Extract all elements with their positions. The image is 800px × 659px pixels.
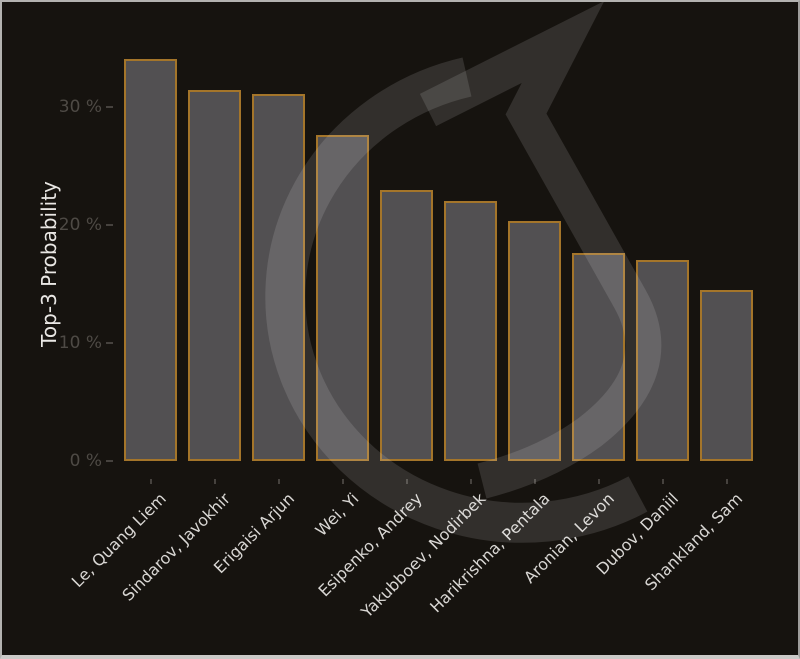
bar-le-quang-liem: [124, 58, 177, 461]
bar-wei-yi: [316, 135, 369, 461]
y-tick-mark: [106, 106, 113, 108]
bar-harikrishna-pentala: [508, 221, 561, 461]
y-tick-mark: [106, 224, 113, 226]
x-tick-label: Harikrishna, Pentala: [426, 489, 554, 617]
bar-erigaisi-arjun: [252, 94, 305, 461]
y-tick-mark: [106, 342, 113, 344]
x-tick-mark: [597, 479, 600, 484]
bar-yakubboev-nodirbek: [444, 201, 497, 461]
x-tick-mark: [533, 479, 536, 484]
y-tick-label: 10 %: [58, 333, 102, 353]
x-tick-mark: [213, 479, 216, 484]
bar-aronian-levon: [572, 253, 625, 461]
y-tick-mark: [106, 460, 113, 462]
y-axis-title: Top-3 Probability: [37, 181, 61, 347]
y-tick-label: 20 %: [58, 215, 102, 235]
x-tick-mark: [277, 479, 280, 484]
x-tick-label: Sindarov, Javokhir: [118, 489, 234, 605]
bar-dubov-daniil: [636, 260, 689, 461]
bar-shankland-sam: [700, 289, 753, 461]
y-tick-label: 30 %: [58, 97, 102, 117]
bar-esipenko-andrey: [380, 189, 433, 461]
x-tick-mark: [149, 479, 152, 484]
bar-sindarov-javokhir: [188, 90, 241, 461]
x-tick-mark: [341, 479, 344, 484]
x-tick-mark: [661, 479, 664, 484]
x-tick-mark: [725, 479, 728, 484]
x-tick-label: Yakubboev, Nodirbek: [357, 489, 490, 622]
y-tick-label: 0 %: [69, 451, 102, 471]
x-tick-mark: [405, 479, 408, 484]
x-tick-mark: [469, 479, 472, 484]
x-tick-label: Wei, Yi: [311, 489, 362, 540]
